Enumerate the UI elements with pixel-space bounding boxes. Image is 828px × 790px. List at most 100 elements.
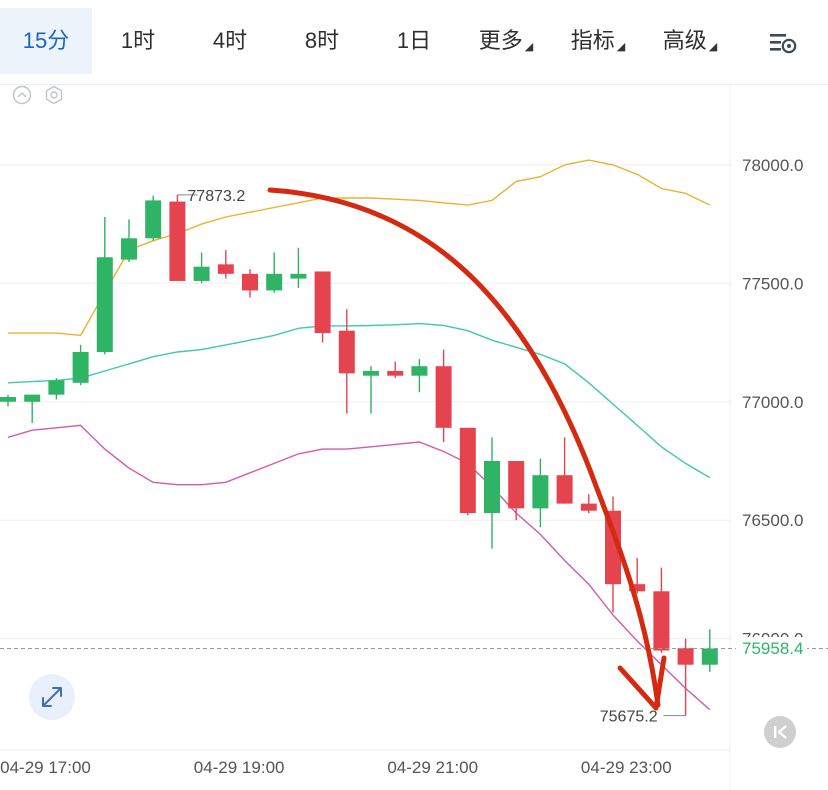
candle — [193, 252, 210, 284]
boll-upper-line — [8, 159, 711, 337]
candle-body — [145, 200, 162, 239]
min-marker: 75675.2 — [600, 709, 686, 726]
candle-body — [701, 648, 718, 665]
candle-body — [169, 201, 186, 281]
candle — [677, 638, 694, 716]
candle — [338, 309, 355, 414]
max-marker: 77873.2 — [177, 188, 245, 205]
candle-body — [459, 427, 476, 514]
current-price-tag: 75958.4 — [736, 636, 808, 661]
candle-body — [556, 475, 573, 504]
candle-body — [48, 380, 65, 395]
x-tick-label: 04-29 23:00 — [581, 758, 672, 777]
annotation-arrow-head — [617, 655, 667, 711]
tab-label: 1时 — [120, 28, 156, 53]
candle — [484, 437, 500, 549]
tab-label: 更多 — [478, 28, 523, 53]
min-price-label: 75675.2 — [600, 709, 658, 726]
candle-body — [580, 503, 597, 511]
candle-body — [314, 271, 331, 334]
tab-label: 8时 — [304, 28, 340, 53]
candle-body — [532, 475, 549, 509]
x-axis: 04-29 17:00 04-29 19:00 04-29 21:00 04-2… — [0, 749, 730, 777]
collapse-circle-icon[interactable] — [12, 85, 32, 105]
candle-body — [435, 366, 452, 428]
candle — [387, 361, 404, 379]
tab-indicators[interactable]: 指标 ◢ — [552, 8, 644, 74]
candle-body — [193, 266, 210, 281]
caret-icon: ◢ — [524, 41, 534, 53]
max-price-label: 77873.2 — [187, 188, 245, 205]
candle — [411, 359, 428, 393]
candle-body — [677, 648, 694, 665]
tab-1h[interactable]: 1时 — [92, 8, 184, 74]
candle-body — [508, 460, 525, 509]
candle — [145, 195, 162, 241]
y-tick-label: 77000.0 — [742, 393, 803, 412]
tab-advanced[interactable]: 高级 ◢ — [644, 8, 736, 74]
candle-body — [605, 510, 621, 585]
candle-body — [629, 584, 646, 592]
tab-15min[interactable]: 15分 — [0, 8, 92, 74]
candle — [653, 567, 670, 653]
candle — [363, 366, 379, 414]
candle — [701, 629, 718, 672]
candlestick-chart[interactable]: 78000.0 77500.0 77000.0 76500.0 76000.0 … — [0, 84, 828, 790]
tab-more[interactable]: 更多 ◢ — [460, 8, 552, 74]
boll-mid-line — [7, 322, 711, 479]
tab-4h[interactable]: 4时 — [184, 8, 276, 74]
candle-body — [266, 273, 283, 291]
tab-label: 高级 — [662, 28, 707, 53]
x-tick-label: 04-29 21:00 — [387, 758, 478, 777]
tab-label: 1日 — [396, 28, 432, 53]
candle-body — [411, 366, 428, 376]
candle — [48, 378, 65, 400]
candle — [24, 394, 41, 424]
boll-lower-line — [7, 424, 711, 711]
tab-label: 4时 — [212, 28, 248, 53]
y-tick-label: 76500.0 — [742, 511, 803, 530]
x-tick-label: 04-29 19:00 — [194, 758, 285, 777]
expand-arrows-icon[interactable] — [29, 674, 75, 720]
candles — [0, 194, 718, 716]
caret-icon: ◢ — [708, 41, 718, 53]
candle-body — [242, 273, 258, 291]
candle — [121, 219, 137, 262]
tab-8h[interactable]: 8时 — [276, 8, 368, 74]
candle-body — [0, 397, 16, 402]
candle — [435, 349, 452, 443]
candle-settings-icon[interactable] — [768, 30, 798, 56]
candle — [459, 427, 476, 516]
candle-body — [338, 330, 355, 374]
caret-icon: ◢ — [616, 41, 626, 53]
candle-body — [24, 394, 41, 402]
candle-body — [72, 352, 89, 383]
y-tick-label: 78000.0 — [742, 156, 803, 175]
candle-body — [121, 238, 137, 260]
candle — [266, 252, 283, 293]
candle — [629, 558, 646, 594]
candle-body — [484, 460, 500, 514]
candle-body — [387, 370, 404, 376]
candle — [532, 458, 549, 528]
y-tick-label: 77500.0 — [742, 274, 803, 293]
skip-back-icon[interactable] — [764, 716, 796, 748]
candle — [580, 494, 597, 514]
grid-lines — [0, 84, 731, 790]
candle-body — [290, 273, 307, 279]
annotation-arrow-curve — [267, 187, 661, 708]
interval-tabbar: 15分 1时 4时 8时 1日 更多 ◢ 指标 ◢ 高级 ◢ — [0, 0, 828, 85]
candle — [0, 394, 16, 407]
tab-label: 指标 — [570, 28, 615, 53]
candle-body — [363, 370, 379, 376]
bollinger-bands — [7, 159, 711, 711]
annotation-arrow — [267, 187, 667, 711]
tab-1d[interactable]: 1日 — [368, 8, 460, 74]
x-tick-label: 04-29 17:00 — [0, 758, 91, 777]
hexagon-settings-icon[interactable] — [44, 85, 64, 105]
candle-body — [217, 264, 234, 274]
candle — [290, 247, 307, 289]
candle — [169, 194, 186, 281]
candle — [556, 437, 573, 504]
candle-body — [96, 257, 113, 353]
